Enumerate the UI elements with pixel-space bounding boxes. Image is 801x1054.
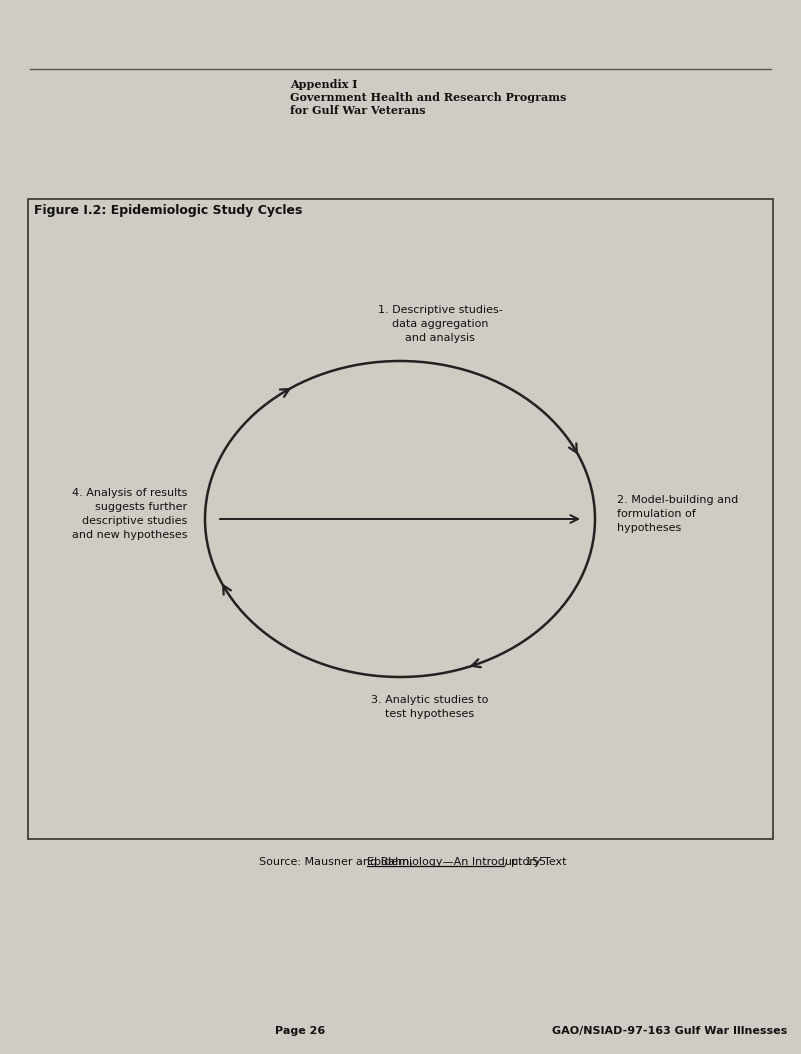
Text: 2. Model-building and
formulation of
hypotheses: 2. Model-building and formulation of hyp… (617, 495, 739, 533)
Bar (28, 199, 773, 839)
Text: 1. Descriptive studies-
data aggregation
and analysis: 1. Descriptive studies- data aggregation… (377, 305, 502, 343)
Text: Government Health and Research Programs: Government Health and Research Programs (290, 92, 566, 103)
Text: for Gulf War Veterans: for Gulf War Veterans (290, 105, 425, 116)
Text: , p. 155.: , p. 155. (504, 857, 549, 867)
Text: Epidemiology—An Introductory Text: Epidemiology—An Introductory Text (367, 857, 566, 867)
Text: Appendix I: Appendix I (290, 79, 357, 90)
Text: 4. Analysis of results
suggests further
descriptive studies
and new hypotheses: 4. Analysis of results suggests further … (71, 488, 187, 540)
Text: 3. Analytic studies to
test hypotheses: 3. Analytic studies to test hypotheses (372, 695, 489, 719)
Text: Source: Mausner and Bahn,: Source: Mausner and Bahn, (259, 857, 416, 867)
Text: Figure I.2: Epidemiologic Study Cycles: Figure I.2: Epidemiologic Study Cycles (34, 204, 302, 217)
Text: Page 26: Page 26 (275, 1026, 325, 1036)
Text: GAO/NSIAD-97-163 Gulf War Illnesses: GAO/NSIAD-97-163 Gulf War Illnesses (553, 1026, 787, 1036)
